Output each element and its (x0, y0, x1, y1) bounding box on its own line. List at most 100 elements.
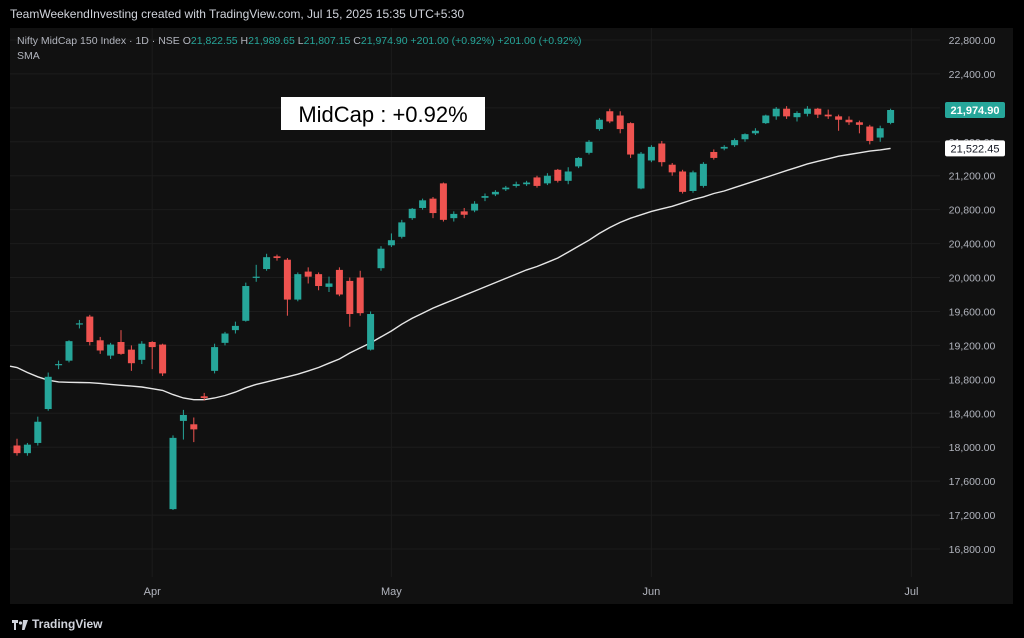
candle (741, 133, 749, 142)
high-label: H (240, 35, 249, 47)
candle (242, 282, 250, 322)
candle (647, 145, 655, 163)
candle-body (263, 257, 271, 270)
candle-body (231, 325, 239, 331)
candle (387, 233, 395, 247)
candle (689, 170, 697, 193)
candle-body (294, 274, 302, 300)
candle (34, 416, 42, 446)
candle-body (96, 340, 104, 351)
candle-body (658, 143, 666, 163)
candle-body (304, 271, 312, 277)
candle-body (814, 108, 822, 115)
footer-brand: TradingView (32, 617, 103, 631)
candle-body (616, 115, 624, 130)
candle (356, 270, 364, 316)
candle-body (367, 314, 375, 350)
candle (107, 342, 115, 359)
indicator-legend[interactable]: SMA (17, 50, 40, 62)
candle (127, 345, 135, 371)
candle (575, 157, 583, 169)
candle (720, 145, 728, 151)
candle-body (23, 444, 31, 454)
candle (23, 442, 31, 456)
candle-body (689, 172, 697, 192)
candle (762, 114, 770, 124)
candle (159, 343, 167, 376)
candle-body (429, 198, 437, 214)
y-tick-label: 20,400.00 (949, 239, 996, 251)
candle (710, 149, 718, 160)
candle-body (554, 169, 562, 181)
candle (44, 372, 52, 411)
sma-line (9, 147, 891, 401)
candle-body (325, 283, 333, 287)
high-value: 21,989.65 (248, 35, 295, 47)
candle (221, 331, 229, 346)
candle-body (772, 108, 780, 117)
candle (335, 267, 343, 297)
candle (824, 109, 832, 119)
y-tick-label: 19,200.00 (949, 340, 996, 352)
close-label: C (353, 35, 361, 47)
candle (273, 254, 281, 261)
candle (408, 207, 416, 220)
candle (13, 438, 21, 456)
chart-panel[interactable] (10, 28, 1013, 604)
candle-body (502, 187, 510, 190)
candle-body (273, 256, 281, 259)
y-tick-label: 17,600.00 (949, 476, 996, 488)
candle-body (533, 177, 541, 186)
candle (346, 277, 354, 327)
candle (419, 198, 427, 210)
candle (679, 169, 687, 194)
candle (543, 173, 551, 186)
candle (595, 118, 603, 131)
candle-body (190, 424, 198, 430)
candle (179, 409, 187, 440)
candle-body (398, 222, 406, 237)
candle (481, 193, 489, 202)
candle-body (242, 286, 250, 321)
candle (876, 125, 884, 142)
y-tick-label: 22,400.00 (949, 69, 996, 81)
y-tick-label: 21,200.00 (949, 171, 996, 183)
y-tick-label: 17,200.00 (949, 510, 996, 522)
candle-body (211, 347, 219, 371)
candle-body (866, 126, 874, 141)
candle-body (710, 151, 718, 158)
candle (367, 311, 375, 351)
candle (835, 114, 843, 131)
candle (169, 435, 177, 510)
candle-body (575, 157, 583, 167)
candle (887, 108, 895, 125)
x-tick-label: Jun (643, 586, 661, 598)
candle-body (855, 122, 863, 125)
candle (398, 219, 406, 239)
candle (502, 185, 510, 192)
candle-body (169, 437, 177, 510)
candle-body (356, 277, 364, 314)
tradingview-logo-icon (12, 617, 28, 635)
candle-body (585, 141, 593, 153)
candle (55, 360, 63, 370)
low-value: 21,807.15 (303, 35, 351, 47)
symbol-name: Nifty MidCap 150 Index · 1D · NSE (17, 35, 180, 47)
candle (263, 253, 271, 271)
candle-body (315, 274, 323, 287)
candle (803, 106, 811, 117)
candle (772, 107, 780, 120)
y-tick-label: 18,800.00 (949, 374, 996, 386)
indicator-name: SMA (17, 50, 40, 62)
sma-series-line (9, 147, 891, 401)
candle-body (159, 344, 167, 374)
grid-lines (10, 28, 940, 577)
candle (699, 162, 707, 188)
candle (252, 264, 260, 282)
candle-body (419, 200, 427, 208)
candle-body (824, 114, 832, 117)
candle (627, 122, 635, 158)
candle-body (803, 108, 811, 114)
candle-body (627, 123, 635, 155)
